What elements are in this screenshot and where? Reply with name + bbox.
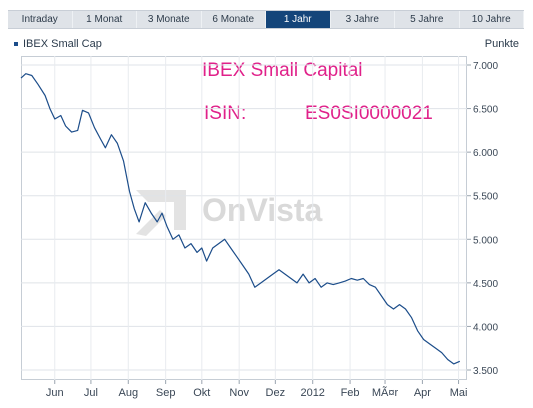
x-tick-label: Okt [193,387,210,399]
x-tick-label: Nov [229,387,249,399]
x-tick-label: Apr [414,387,431,399]
y-tick-label: 4.000 [473,322,498,333]
price-series-line [20,73,461,365]
y-tick-label: 6.000 [473,148,498,159]
x-tick-label: Feb [341,387,360,399]
tab-5-jahre[interactable]: 5 Jahre [395,11,460,28]
y-tick-label: 3.500 [473,366,498,377]
tab-intraday[interactable]: Intraday [8,11,73,28]
onvista-watermark: OnVista [130,182,322,238]
y-axis-unit: Punkte [484,38,519,50]
x-tick-label: 2012 [300,387,324,399]
period-tabs: Intraday 1 Monat 3 Monate 6 Monate 1 Jah… [8,10,524,29]
tab-6-monate[interactable]: 6 Monate [202,11,266,28]
chart-legend: IBEX Small Cap [14,38,102,50]
x-tick-label: Mai [450,387,468,399]
x-tick-label: Sep [156,387,176,399]
watermark-text: OnVista [202,191,323,228]
tab-1-jahr[interactable]: 1 Jahr [266,11,331,28]
x-tick-label: Aug [118,387,138,399]
y-tick-label: 5.000 [473,235,498,246]
y-tick-label: 5.500 [473,192,498,203]
x-tick-label: Jul [84,387,98,399]
legend-label: IBEX Small Cap [23,38,102,50]
x-tick-label: Jun [46,387,64,399]
y-tick-label: 6.500 [473,105,498,116]
onvista-logo-icon [136,190,186,236]
tab-3-jahre[interactable]: 3 Jahre [331,11,395,28]
tab-1-monat[interactable]: 1 Monat [73,11,137,28]
legend-swatch-icon [14,42,18,46]
y-tick-label: 7.000 [473,61,498,72]
x-tick-label: Dez [266,387,286,399]
tab-3-monate[interactable]: 3 Monate [137,11,202,28]
x-tick-label: MÃ¤r [372,386,399,399]
y-tick-label: 4.500 [473,279,498,290]
tab-10-jahre[interactable]: 10 Jahre [460,11,524,28]
